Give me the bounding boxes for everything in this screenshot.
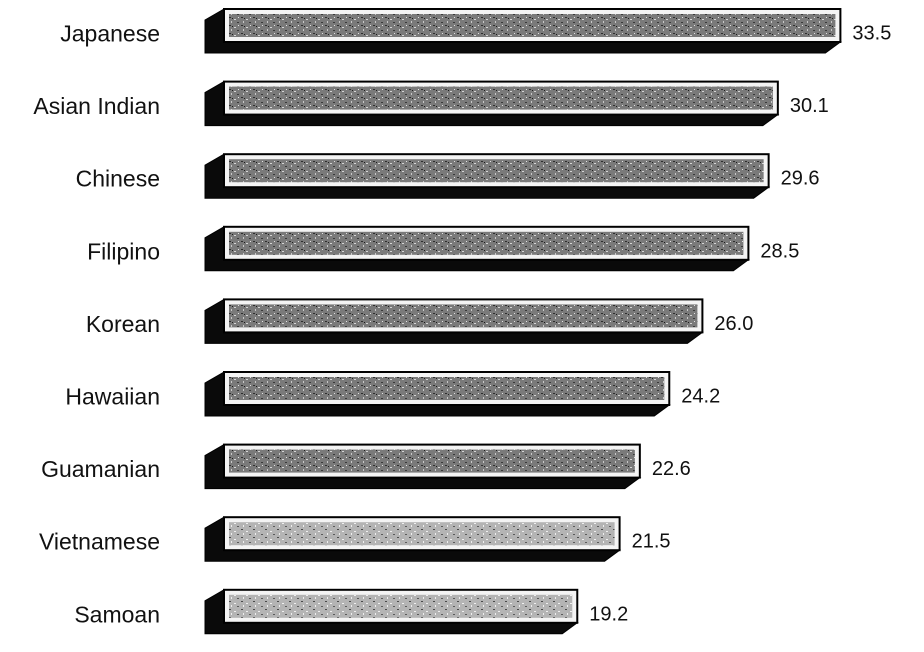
- bar-texture: [229, 231, 744, 255]
- labels-layer: Japanese 33.5 Asian Indian 30.1 Chinese 29.6 F…: [33, 21, 891, 628]
- category-label: Filipino: [87, 238, 160, 264]
- category-label: Vietnamese: [39, 529, 160, 555]
- category-label: Chinese: [76, 166, 160, 192]
- bar-group: [204, 8, 842, 54]
- bar-texture: [229, 304, 698, 328]
- bar-group: [204, 225, 750, 272]
- category-label: Asian Indian: [33, 93, 160, 119]
- bar-group: [204, 371, 671, 417]
- bar-group: [204, 153, 771, 199]
- value-label: 19.2: [589, 603, 628, 625]
- bar-texture: [229, 159, 764, 183]
- value-label: 26.0: [714, 313, 753, 335]
- bar-texture: [229, 377, 665, 400]
- bar-group: [204, 588, 579, 635]
- bar-group: [204, 80, 780, 127]
- category-label: Guamanian: [41, 456, 160, 482]
- bar-texture: [229, 449, 635, 473]
- bar-group: [204, 298, 704, 344]
- value-label: 24.2: [681, 386, 720, 408]
- bar-texture: [229, 594, 573, 618]
- category-label: Japanese: [60, 21, 160, 47]
- value-label: 33.5: [852, 23, 891, 45]
- bar-group: [204, 516, 622, 562]
- bar-texture: [229, 86, 773, 110]
- category-label: Korean: [86, 311, 160, 337]
- bar-group: [204, 443, 642, 490]
- category-label: Hawaiian: [65, 384, 160, 410]
- bar-texture: [229, 522, 615, 546]
- value-label: 29.6: [781, 168, 820, 190]
- value-label: 30.1: [790, 95, 829, 117]
- value-label: 22.6: [652, 458, 691, 480]
- bars-layer: [204, 8, 842, 635]
- value-label: 28.5: [760, 240, 799, 262]
- category-label: Samoan: [74, 601, 160, 627]
- value-label: 21.5: [632, 531, 671, 553]
- bar-texture: [229, 14, 836, 37]
